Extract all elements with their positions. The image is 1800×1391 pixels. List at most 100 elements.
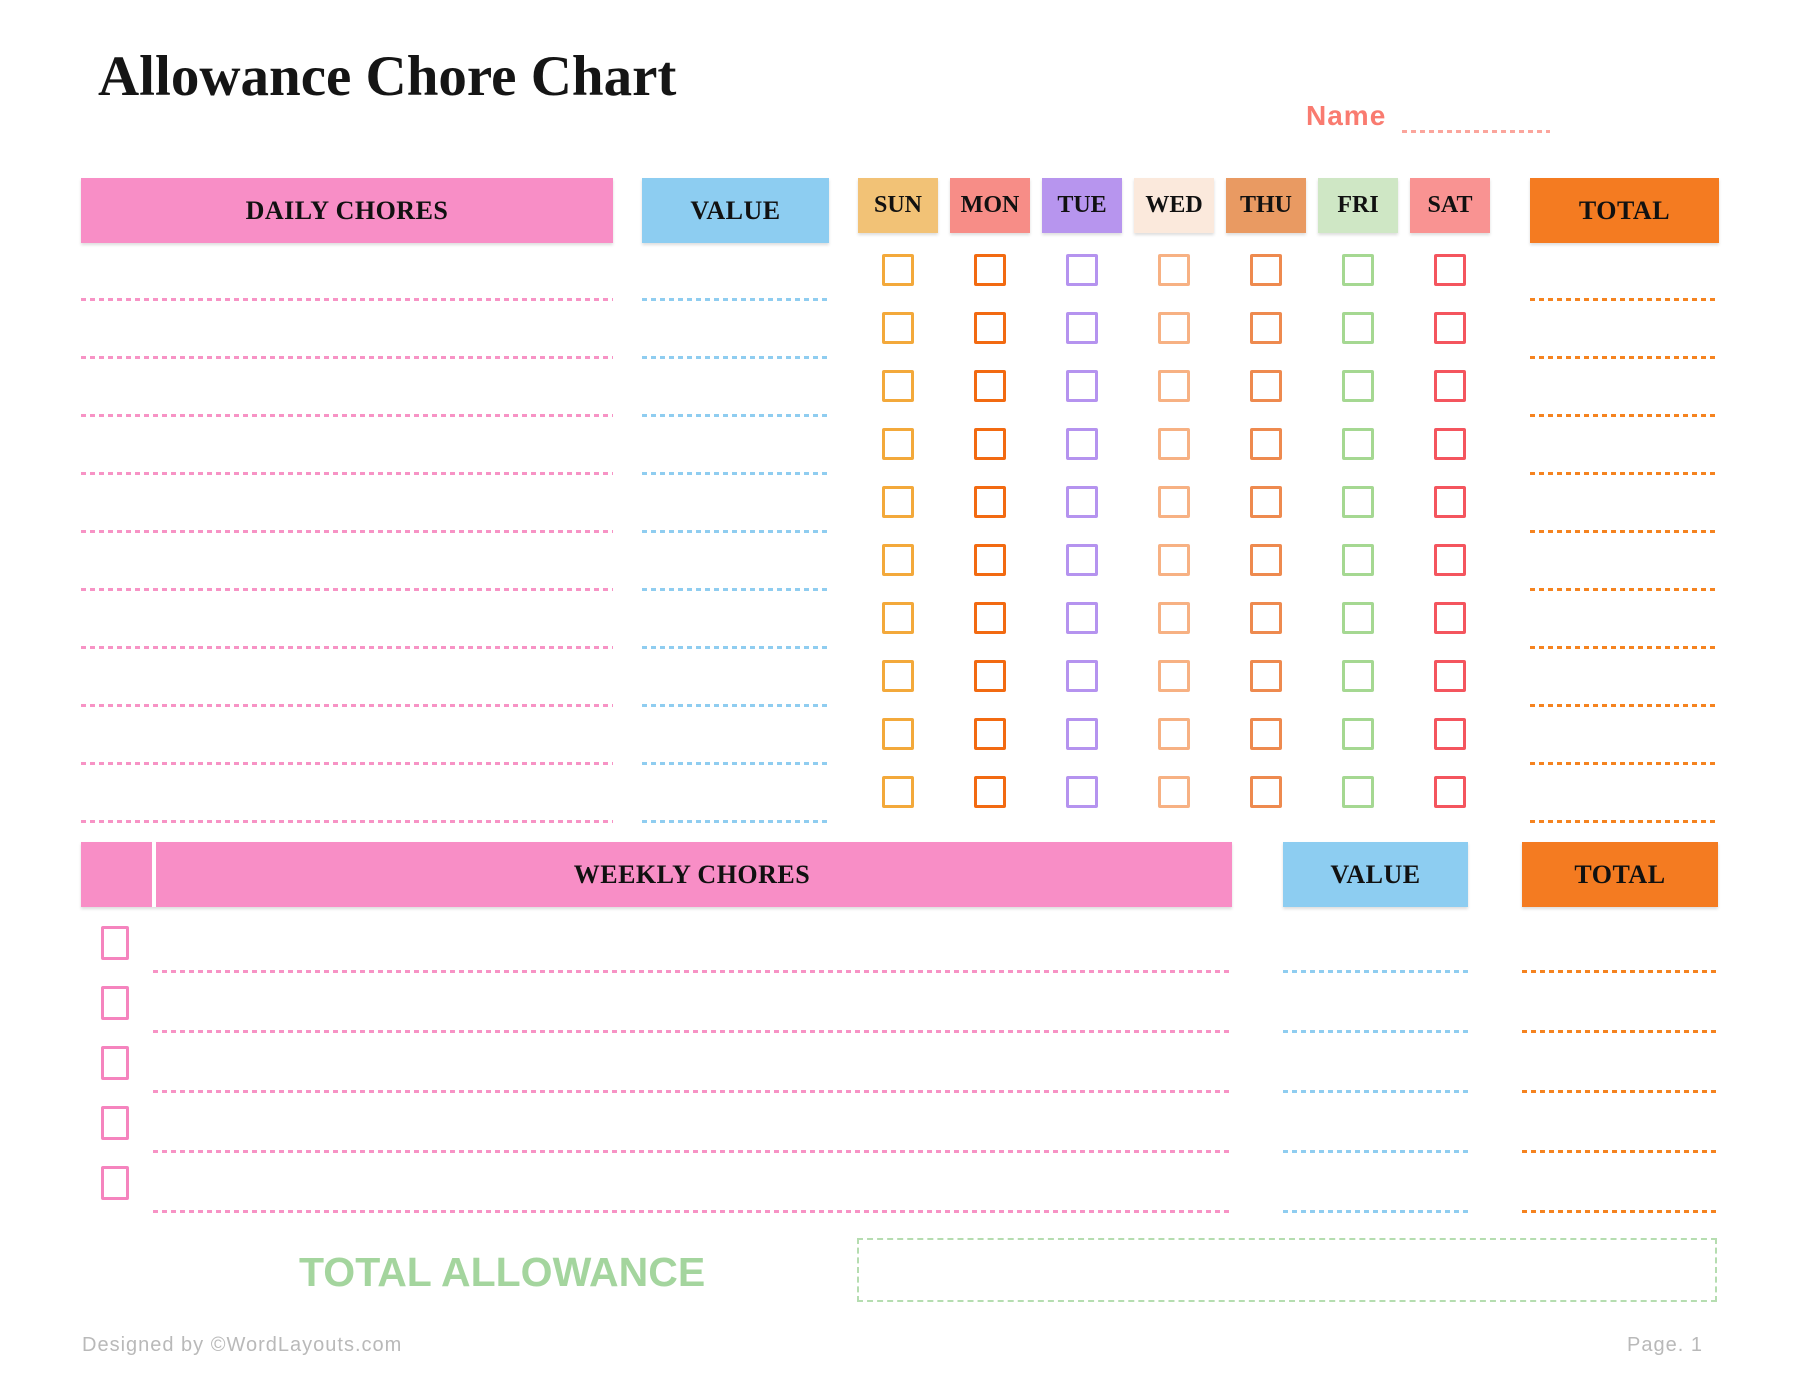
weekly-checkbox-row1[interactable]: [101, 926, 129, 960]
daily-checkbox-thu-row8[interactable]: [1250, 660, 1282, 692]
daily-checkbox-sun-row7[interactable]: [882, 602, 914, 634]
weekly-total-line-row3[interactable]: [1522, 1090, 1718, 1093]
daily-checkbox-tue-row7[interactable]: [1066, 602, 1098, 634]
daily-chore-line-row9[interactable]: [81, 762, 613, 765]
daily-checkbox-tue-row6[interactable]: [1066, 544, 1098, 576]
weekly-chore-line-row4[interactable]: [153, 1150, 1232, 1153]
daily-total-line-row1[interactable]: [1530, 298, 1719, 301]
weekly-chore-line-row3[interactable]: [153, 1090, 1232, 1093]
daily-value-line-row5[interactable]: [642, 530, 829, 533]
daily-checkbox-mon-row4[interactable]: [974, 428, 1006, 460]
weekly-value-line-row3[interactable]: [1283, 1090, 1468, 1093]
daily-checkbox-thu-row5[interactable]: [1250, 486, 1282, 518]
daily-chore-line-row8[interactable]: [81, 704, 613, 707]
daily-checkbox-sat-row2[interactable]: [1434, 312, 1466, 344]
daily-checkbox-fri-row6[interactable]: [1342, 544, 1374, 576]
daily-checkbox-sun-row6[interactable]: [882, 544, 914, 576]
daily-chore-line-row4[interactable]: [81, 472, 613, 475]
daily-checkbox-tue-row10[interactable]: [1066, 776, 1098, 808]
daily-checkbox-sun-row5[interactable]: [882, 486, 914, 518]
total-allowance-input-box[interactable]: [857, 1238, 1717, 1302]
daily-checkbox-thu-row10[interactable]: [1250, 776, 1282, 808]
daily-value-line-row6[interactable]: [642, 588, 829, 591]
daily-checkbox-sun-row10[interactable]: [882, 776, 914, 808]
daily-value-line-row1[interactable]: [642, 298, 829, 301]
daily-checkbox-fri-row1[interactable]: [1342, 254, 1374, 286]
daily-checkbox-fri-row7[interactable]: [1342, 602, 1374, 634]
weekly-value-line-row2[interactable]: [1283, 1030, 1468, 1033]
weekly-value-line-row1[interactable]: [1283, 970, 1468, 973]
weekly-chore-line-row5[interactable]: [153, 1210, 1232, 1213]
daily-checkbox-thu-row3[interactable]: [1250, 370, 1282, 402]
daily-total-line-row2[interactable]: [1530, 356, 1719, 359]
weekly-total-line-row1[interactable]: [1522, 970, 1718, 973]
daily-checkbox-mon-row2[interactable]: [974, 312, 1006, 344]
daily-checkbox-sun-row1[interactable]: [882, 254, 914, 286]
daily-checkbox-sun-row2[interactable]: [882, 312, 914, 344]
daily-checkbox-tue-row4[interactable]: [1066, 428, 1098, 460]
weekly-value-line-row5[interactable]: [1283, 1210, 1468, 1213]
daily-checkbox-tue-row1[interactable]: [1066, 254, 1098, 286]
weekly-value-line-row4[interactable]: [1283, 1150, 1468, 1153]
daily-checkbox-wed-row8[interactable]: [1158, 660, 1190, 692]
daily-total-line-row8[interactable]: [1530, 704, 1719, 707]
daily-checkbox-fri-row5[interactable]: [1342, 486, 1374, 518]
daily-value-line-row4[interactable]: [642, 472, 829, 475]
daily-checkbox-wed-row6[interactable]: [1158, 544, 1190, 576]
weekly-chore-line-row2[interactable]: [153, 1030, 1232, 1033]
daily-total-line-row4[interactable]: [1530, 472, 1719, 475]
daily-checkbox-sat-row1[interactable]: [1434, 254, 1466, 286]
daily-checkbox-mon-row8[interactable]: [974, 660, 1006, 692]
daily-checkbox-wed-row1[interactable]: [1158, 254, 1190, 286]
daily-checkbox-tue-row8[interactable]: [1066, 660, 1098, 692]
daily-chore-line-row2[interactable]: [81, 356, 613, 359]
daily-checkbox-sat-row6[interactable]: [1434, 544, 1466, 576]
daily-checkbox-thu-row6[interactable]: [1250, 544, 1282, 576]
weekly-checkbox-row2[interactable]: [101, 986, 129, 1020]
weekly-total-line-row4[interactable]: [1522, 1150, 1718, 1153]
daily-total-line-row3[interactable]: [1530, 414, 1719, 417]
daily-checkbox-sat-row8[interactable]: [1434, 660, 1466, 692]
daily-checkbox-tue-row3[interactable]: [1066, 370, 1098, 402]
daily-checkbox-mon-row5[interactable]: [974, 486, 1006, 518]
daily-checkbox-sat-row7[interactable]: [1434, 602, 1466, 634]
daily-checkbox-mon-row3[interactable]: [974, 370, 1006, 402]
daily-value-line-row9[interactable]: [642, 762, 829, 765]
daily-checkbox-thu-row2[interactable]: [1250, 312, 1282, 344]
daily-checkbox-sat-row9[interactable]: [1434, 718, 1466, 750]
daily-checkbox-wed-row7[interactable]: [1158, 602, 1190, 634]
weekly-checkbox-row3[interactable]: [101, 1046, 129, 1080]
daily-total-line-row6[interactable]: [1530, 588, 1719, 591]
daily-chore-line-row5[interactable]: [81, 530, 613, 533]
daily-checkbox-sun-row9[interactable]: [882, 718, 914, 750]
weekly-chore-line-row1[interactable]: [153, 970, 1232, 973]
daily-value-line-row3[interactable]: [642, 414, 829, 417]
daily-checkbox-wed-row5[interactable]: [1158, 486, 1190, 518]
daily-checkbox-thu-row7[interactable]: [1250, 602, 1282, 634]
weekly-total-line-row2[interactable]: [1522, 1030, 1718, 1033]
daily-checkbox-thu-row4[interactable]: [1250, 428, 1282, 460]
daily-value-line-row2[interactable]: [642, 356, 829, 359]
daily-checkbox-fri-row8[interactable]: [1342, 660, 1374, 692]
daily-checkbox-wed-row4[interactable]: [1158, 428, 1190, 460]
daily-checkbox-tue-row9[interactable]: [1066, 718, 1098, 750]
daily-checkbox-tue-row2[interactable]: [1066, 312, 1098, 344]
daily-value-line-row10[interactable]: [642, 820, 829, 823]
daily-checkbox-mon-row9[interactable]: [974, 718, 1006, 750]
daily-chore-line-row10[interactable]: [81, 820, 613, 823]
daily-checkbox-thu-row1[interactable]: [1250, 254, 1282, 286]
daily-checkbox-tue-row5[interactable]: [1066, 486, 1098, 518]
weekly-checkbox-row4[interactable]: [101, 1106, 129, 1140]
name-input-line[interactable]: [1402, 130, 1550, 133]
daily-total-line-row7[interactable]: [1530, 646, 1719, 649]
daily-checkbox-sat-row10[interactable]: [1434, 776, 1466, 808]
daily-total-line-row5[interactable]: [1530, 530, 1719, 533]
daily-checkbox-fri-row10[interactable]: [1342, 776, 1374, 808]
daily-checkbox-sun-row3[interactable]: [882, 370, 914, 402]
weekly-total-line-row5[interactable]: [1522, 1210, 1718, 1213]
daily-value-line-row7[interactable]: [642, 646, 829, 649]
daily-checkbox-sat-row3[interactable]: [1434, 370, 1466, 402]
daily-checkbox-sun-row8[interactable]: [882, 660, 914, 692]
weekly-checkbox-row5[interactable]: [101, 1166, 129, 1200]
daily-chore-line-row7[interactable]: [81, 646, 613, 649]
